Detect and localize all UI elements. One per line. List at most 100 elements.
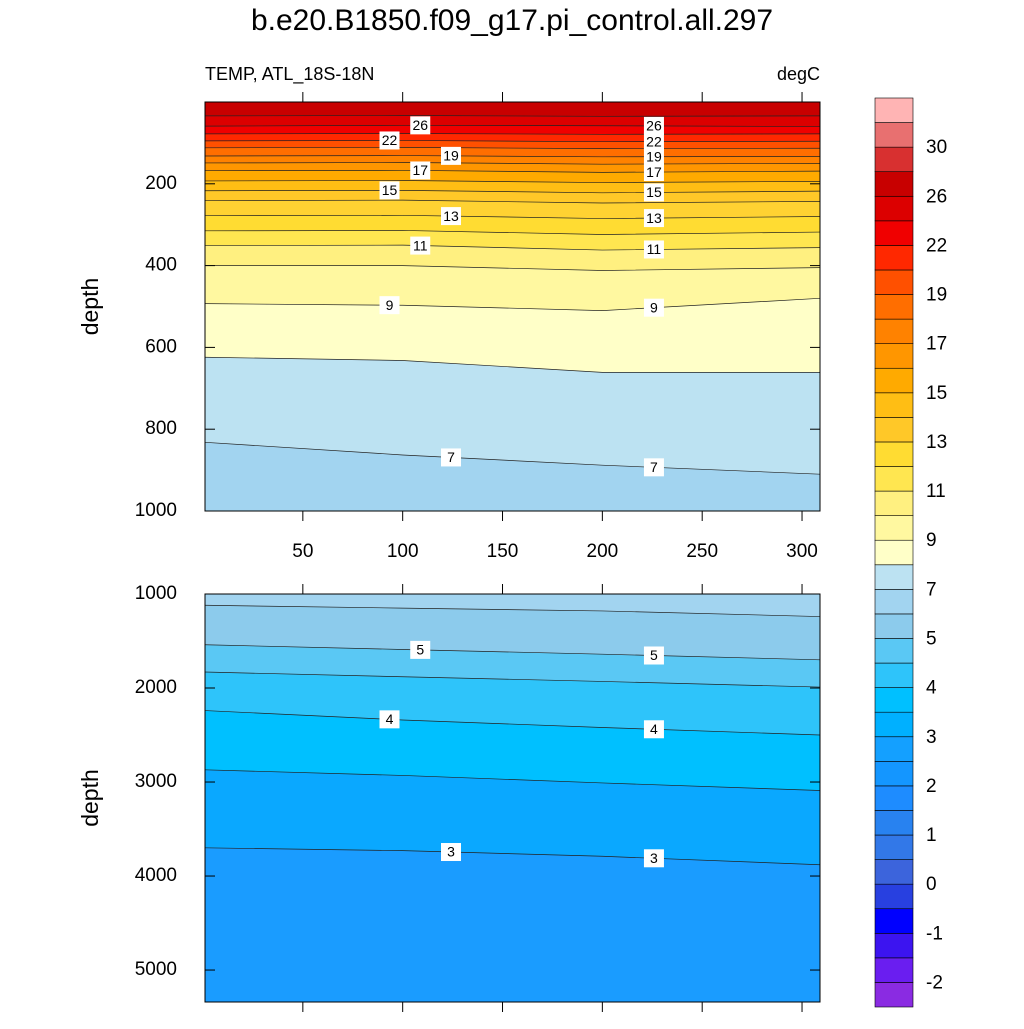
contour-line bbox=[205, 265, 821, 271]
y-tick-label: 200 bbox=[145, 173, 177, 194]
contour-label: 26 bbox=[412, 117, 428, 133]
colorbar-label: 3 bbox=[926, 727, 937, 748]
contour-label-box bbox=[643, 646, 664, 665]
colorbar-box bbox=[874, 883, 914, 910]
colorbar-box bbox=[874, 539, 914, 566]
contour-label: 22 bbox=[382, 132, 398, 148]
colorbar-box bbox=[874, 318, 914, 344]
colorbar-box bbox=[874, 97, 914, 123]
colorbar-box bbox=[874, 589, 914, 615]
contour-label-box bbox=[410, 116, 431, 135]
contour-label: 15 bbox=[646, 184, 662, 200]
colorbar-box bbox=[874, 417, 914, 443]
colorbar-box bbox=[874, 613, 914, 639]
y-tick-label: 400 bbox=[145, 255, 177, 276]
contour-label-box bbox=[643, 458, 664, 477]
colorbar-label: 9 bbox=[926, 530, 937, 551]
contour-label-box bbox=[643, 183, 664, 202]
colorbar-box bbox=[874, 662, 914, 688]
colorbar-box bbox=[874, 810, 914, 836]
contour-label: 13 bbox=[646, 210, 662, 226]
contour-label: 19 bbox=[443, 148, 459, 164]
y-tick-label: 5000 bbox=[135, 959, 177, 980]
contour-label-box bbox=[441, 448, 461, 467]
contour-line bbox=[204, 441, 821, 475]
colorbar-label: 1 bbox=[926, 825, 937, 846]
plot-frame bbox=[204, 101, 821, 512]
colorbar-label: 22 bbox=[926, 235, 947, 256]
contour-label: 26 bbox=[646, 118, 662, 134]
y-tick-label: 1000 bbox=[135, 583, 177, 604]
contour-label: 5 bbox=[650, 647, 658, 663]
colorbar-label: -2 bbox=[926, 972, 943, 993]
contour-label-box bbox=[410, 640, 431, 659]
contour-line bbox=[204, 644, 821, 661]
colorbar-label: 30 bbox=[926, 137, 947, 158]
contour-label-box bbox=[643, 209, 664, 228]
contour-line bbox=[204, 169, 821, 173]
x-tick-label: 150 bbox=[487, 541, 519, 562]
y-tick-label: 800 bbox=[145, 418, 177, 439]
right-string: degC bbox=[777, 64, 820, 84]
left-string: TEMP, ATL_18S-18N bbox=[205, 64, 374, 85]
contour-line bbox=[204, 671, 821, 688]
y-tick-label: 3000 bbox=[135, 771, 177, 792]
colorbar-label: 13 bbox=[926, 432, 947, 453]
colorbar-box bbox=[874, 711, 914, 738]
contour-label: 11 bbox=[647, 241, 662, 257]
colorbar-box bbox=[874, 908, 914, 934]
colorbar-box bbox=[874, 785, 914, 811]
colorbar-box bbox=[874, 564, 914, 590]
colorbar-label: 0 bbox=[926, 874, 937, 895]
colorbar-label: 26 bbox=[926, 186, 947, 207]
colorbar-box bbox=[874, 957, 914, 983]
colorbar-box bbox=[874, 367, 914, 394]
contour-label: 5 bbox=[416, 642, 424, 658]
contour-label: 7 bbox=[650, 459, 658, 475]
chart-title: b.e20.B1850.f09_g17.pi_control.all.297 bbox=[251, 4, 773, 37]
contour-label-box bbox=[379, 710, 400, 729]
y-tick-label: 600 bbox=[145, 336, 177, 357]
colorbar-box bbox=[874, 687, 914, 713]
contour-label: 17 bbox=[646, 164, 662, 180]
x-tick-label: 250 bbox=[686, 541, 718, 562]
contour-label: 11 bbox=[413, 237, 428, 253]
contour-label-box bbox=[643, 720, 664, 739]
contour-label-box bbox=[643, 849, 664, 868]
colorbar-label: 7 bbox=[926, 579, 937, 600]
x-tick-label: 300 bbox=[786, 541, 818, 562]
contour-label: 9 bbox=[386, 297, 394, 313]
colorbar-box bbox=[874, 761, 914, 787]
colorbar-label: 11 bbox=[926, 481, 946, 502]
x-tick-label: 100 bbox=[387, 541, 419, 562]
contour-line bbox=[204, 140, 821, 143]
colorbar-box bbox=[874, 859, 914, 885]
contour-label-box bbox=[379, 131, 400, 150]
colorbar-box bbox=[874, 171, 914, 197]
contour-label: 13 bbox=[443, 208, 459, 224]
contour-line bbox=[204, 769, 821, 791]
contour-label: 19 bbox=[646, 148, 662, 164]
contour-line bbox=[204, 155, 821, 158]
colorbar-box bbox=[874, 490, 914, 516]
y-tick-label: 2000 bbox=[135, 677, 177, 698]
colorbar-label: 2 bbox=[926, 776, 937, 797]
plot-frame bbox=[204, 593, 821, 1003]
contour-label-box bbox=[441, 146, 461, 165]
colorbar-box bbox=[874, 834, 914, 860]
contour-label-box bbox=[643, 163, 664, 182]
contour-label-box bbox=[379, 181, 400, 200]
contour-label-box bbox=[379, 296, 400, 315]
contour-line bbox=[204, 244, 821, 251]
colorbar-label: 17 bbox=[926, 334, 947, 355]
colorbar-label: -1 bbox=[926, 923, 943, 944]
contour-fill bbox=[205, 102, 820, 117]
colorbar-box bbox=[874, 220, 914, 246]
contour-label-box bbox=[643, 298, 664, 317]
colorbar-label: 5 bbox=[926, 629, 937, 650]
contour-line bbox=[204, 604, 821, 617]
contour-label-box bbox=[441, 207, 461, 226]
contour-label: 9 bbox=[650, 299, 658, 315]
colorbar-label: 4 bbox=[926, 678, 937, 699]
